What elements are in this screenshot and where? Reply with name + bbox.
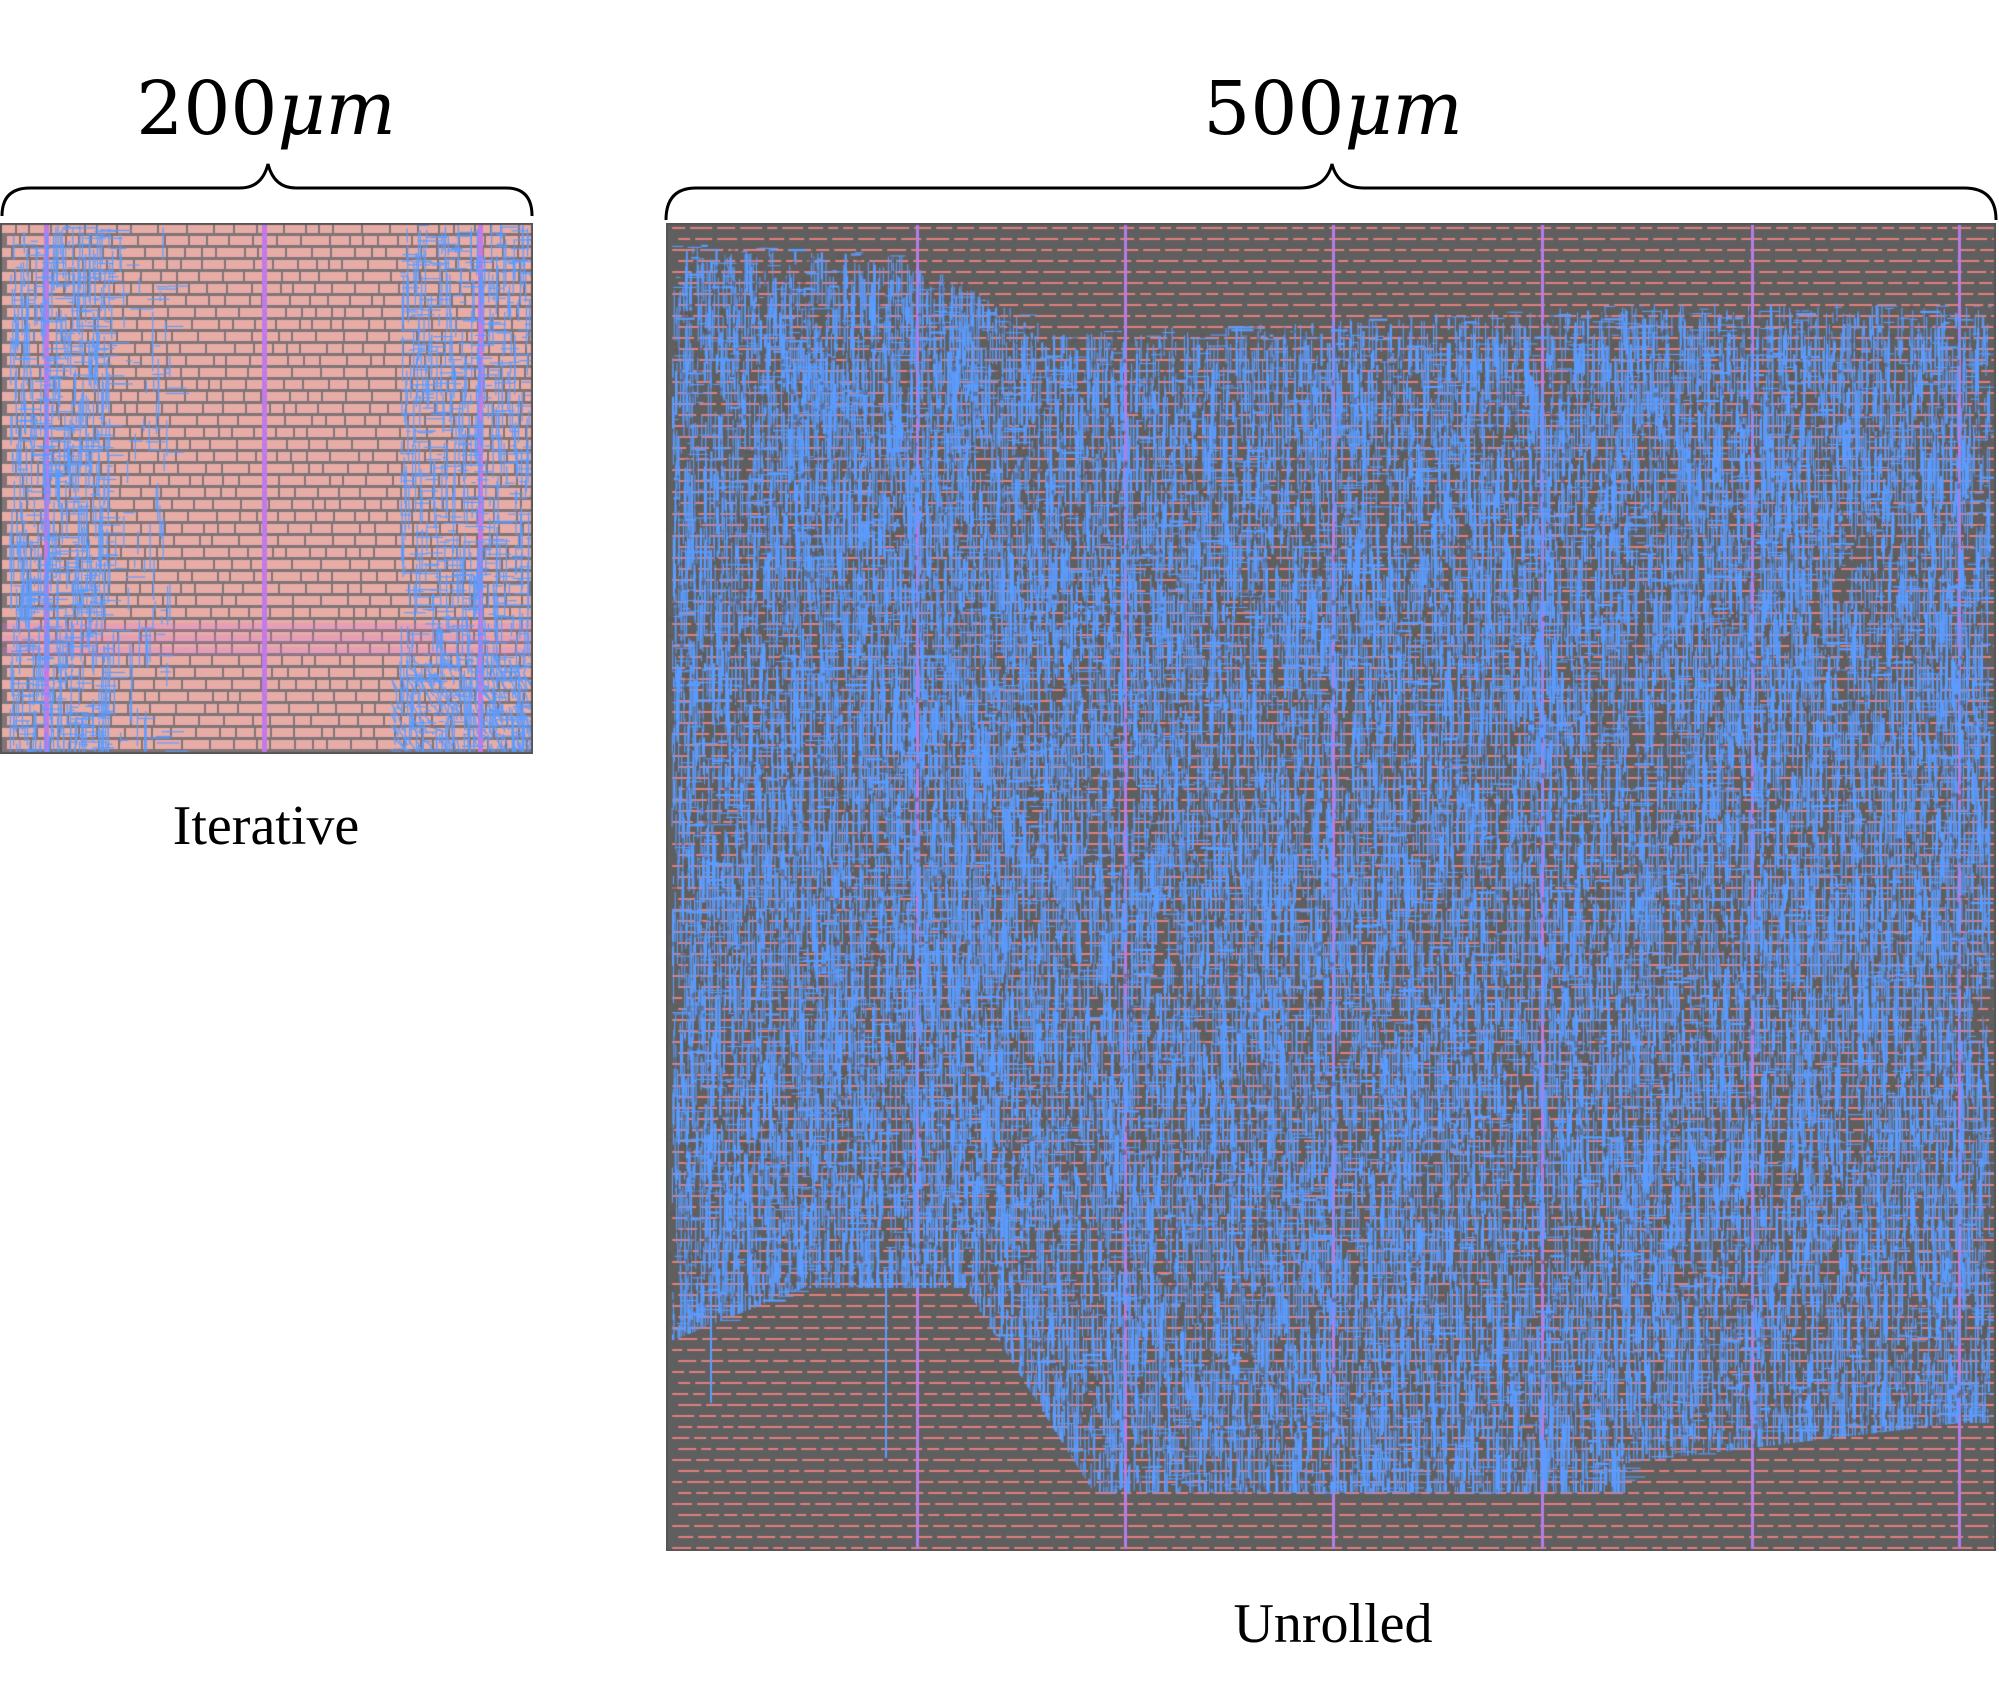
unrolled-layout-canvas [666,223,1996,1551]
iterative-layout [0,223,533,754]
iterative-dimension-value: 200 [136,66,278,152]
unrolled-caption: Unrolled [1233,1593,1433,1655]
iterative-dimension-label: 200μm [136,72,396,146]
iterative-dimension-brace [0,163,534,217]
unrolled-layout [666,223,1996,1551]
iterative-layout-canvas [0,223,533,754]
iterative-dimension-unit: μm [277,66,396,152]
unrolled-dimension-value: 500 [1203,66,1345,152]
unrolled-dimension-label: 500μm [1203,72,1463,146]
unrolled-dimension-brace [664,163,1998,221]
iterative-caption: Iterative [172,795,360,857]
unrolled-dimension-unit: μm [1344,66,1463,152]
